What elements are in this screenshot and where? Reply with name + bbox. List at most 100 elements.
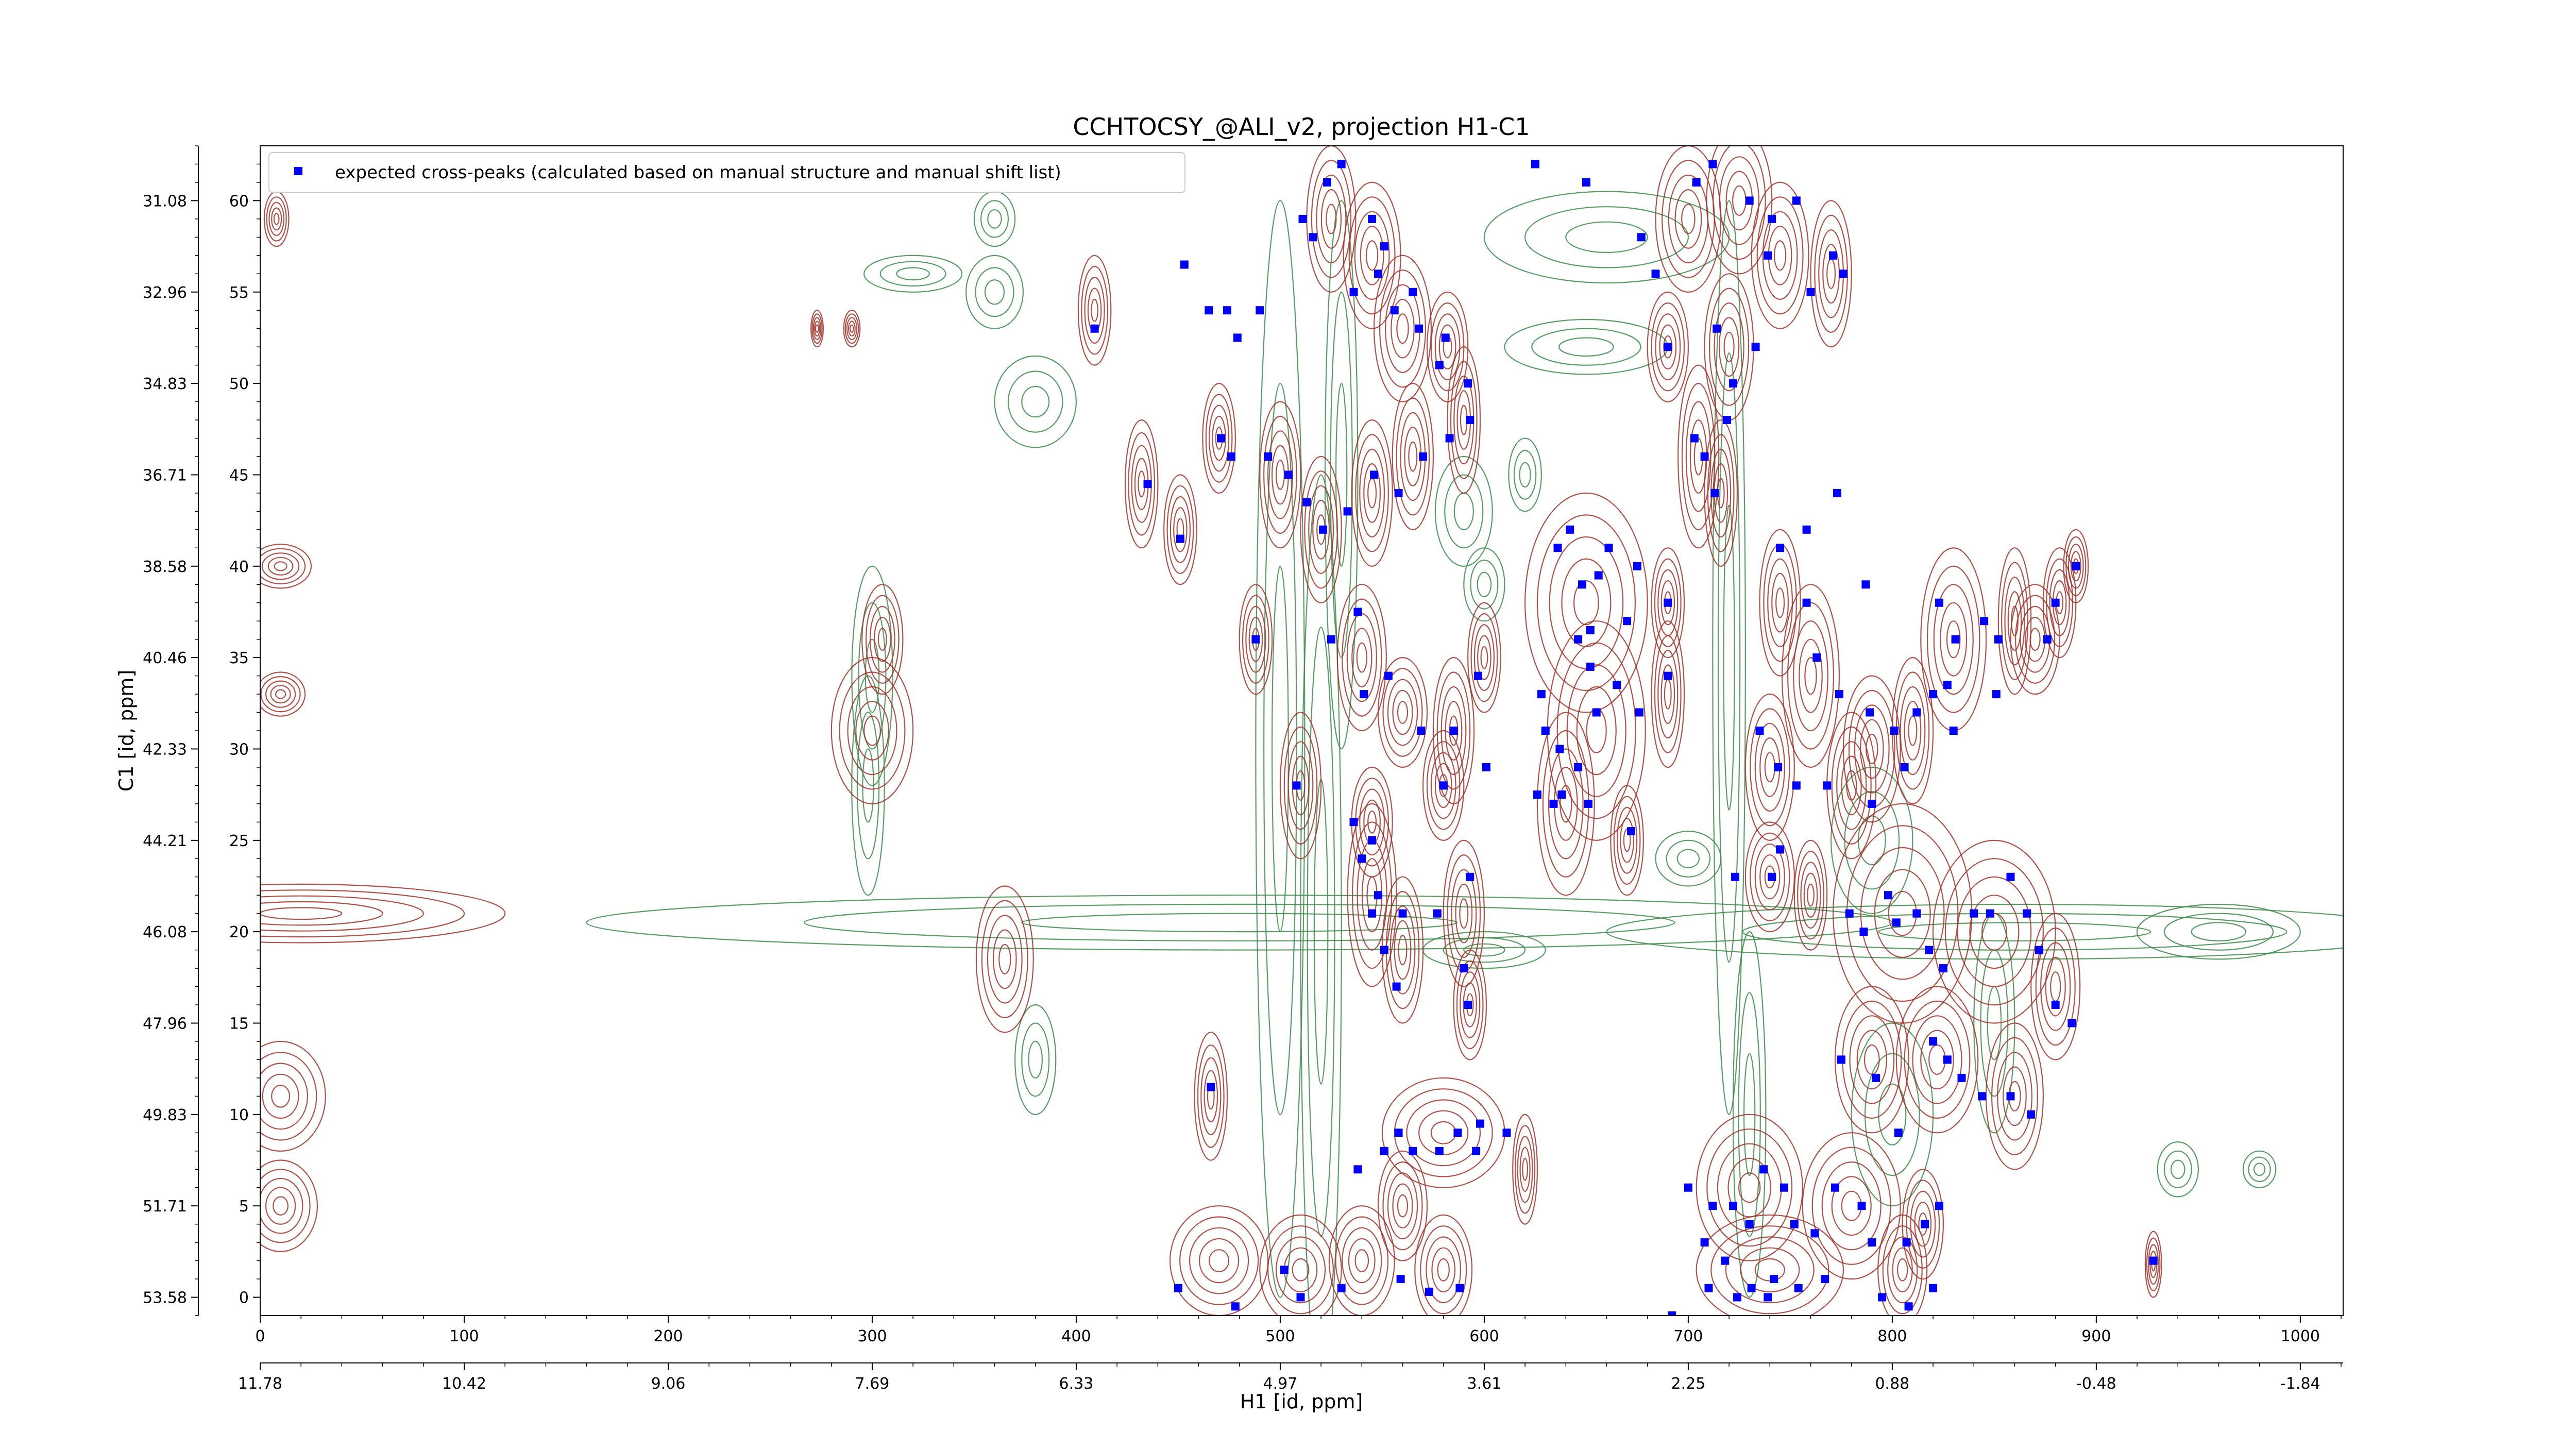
positive-contour-level	[1536, 514, 1636, 692]
positive-contour-level	[1406, 1099, 1481, 1167]
expected-peak-marker	[1223, 306, 1231, 315]
positive-contour-level	[1342, 598, 1382, 717]
positive-contour-level	[1744, 821, 1795, 933]
expected-peak-marker	[1557, 790, 1566, 799]
expected-peak-marker	[1792, 781, 1801, 790]
positive-contour-level	[1804, 656, 1817, 695]
negative-contour-level	[1565, 221, 1648, 253]
positive-contour-level	[1091, 298, 1099, 322]
expected-peak-marker	[1835, 690, 1843, 699]
expected-peak-marker	[1574, 635, 1583, 644]
positive-contour-level	[812, 317, 822, 341]
expected-peak-marker	[1802, 525, 1811, 534]
positive-contour-level	[1420, 1225, 1467, 1315]
expected-peak-marker	[1284, 470, 1293, 479]
positive-contour-level	[1470, 613, 1498, 702]
expected-peak-marker	[1690, 434, 1699, 443]
negative-contour-4	[851, 675, 885, 896]
positive-contour-level	[1426, 1236, 1462, 1304]
positive-contour-level	[2011, 605, 2019, 636]
positive-contour-level	[1717, 1143, 1782, 1232]
positive-contour-level	[260, 895, 424, 932]
positive-contour-level	[1674, 189, 1702, 249]
positive-contour-level	[1888, 890, 1917, 936]
positive-contour-level	[1723, 331, 1735, 362]
positive-contour-level	[2050, 971, 2061, 1002]
positive-contour-level	[260, 544, 312, 589]
expected-peak-marker	[1394, 488, 1403, 497]
positive-contour-level	[2010, 584, 2060, 695]
expected-peak-marker	[1613, 681, 1621, 689]
expected-peak-marker	[1949, 727, 1958, 735]
negative-contour-level	[2242, 1150, 2277, 1188]
positive-contour-level	[1522, 1157, 1529, 1181]
y-point-tick-label: 5	[239, 1198, 249, 1216]
positive-contour-level	[1710, 1225, 1829, 1315]
positive-contour-level	[1279, 712, 1322, 860]
positive-contour-level	[1547, 620, 1646, 841]
positive-contour-level	[1560, 785, 1572, 823]
negative-contour-level	[1470, 559, 1499, 610]
negative-contour-level	[1851, 1022, 1934, 1207]
expected-peak-marker	[1904, 1302, 1913, 1311]
positive-contour-level	[1696, 1114, 1803, 1261]
chart-title: CCHTOCSY_@ALI_v2, projection H1-C1	[1073, 113, 1530, 141]
expected-peak-marker	[1476, 1119, 1484, 1128]
expected-peak-marker	[1227, 452, 1235, 461]
positive-contour-40	[1170, 1205, 1269, 1316]
expected-peak-marker	[1374, 269, 1382, 278]
positive-contour-level	[1826, 258, 1836, 289]
positive-contour-level	[1944, 858, 2044, 1006]
positive-contour-level	[1768, 225, 1792, 285]
positive-contour-level	[1657, 649, 1679, 739]
positive-contour-level	[1354, 211, 1390, 300]
expected-peak-marker	[1704, 1284, 1713, 1292]
positive-contour-level	[1799, 638, 1823, 713]
expected-peak-marker	[1415, 324, 1423, 333]
positive-contour-level	[2148, 1244, 2159, 1285]
negative-contour-level	[1444, 474, 1484, 549]
expected-peak-marker	[1533, 790, 1541, 799]
expected-peak-marker	[1861, 580, 1870, 589]
positive-contour-level	[1895, 986, 1979, 1134]
positive-contour-level	[1713, 146, 1766, 260]
expected-peak-marker	[1368, 214, 1377, 223]
expected-peak-marker	[1700, 1238, 1709, 1247]
positive-contour-67	[2042, 547, 2077, 659]
x-point-tick-label: 400	[1061, 1327, 1091, 1345]
expected-peak-marker	[2023, 909, 2031, 918]
x-point-tick-label: 1000	[2281, 1327, 2320, 1345]
positive-contour-level	[1548, 748, 1584, 860]
expected-peak-marker	[1349, 818, 1358, 827]
expected-peak-marker	[1292, 781, 1301, 790]
expected-peak-marker	[1353, 608, 1362, 616]
negative-contour-0	[586, 895, 1893, 951]
expected-peak-marker	[1723, 416, 1732, 424]
expected-peak-marker	[1831, 1183, 1839, 1192]
expected-peak-marker	[1392, 982, 1401, 991]
positive-contour-level	[1856, 1030, 1887, 1090]
negative-contour-level	[856, 712, 880, 860]
positive-contour-level	[1732, 185, 1747, 216]
plot-frame	[260, 145, 2344, 1316]
y-point-tick-label: 25	[229, 832, 249, 850]
positive-contour-level	[2007, 591, 2022, 651]
negative-contour-16	[1851, 1022, 1934, 1207]
expected-peak-marker	[1978, 1092, 1987, 1101]
positive-contour-level	[260, 1063, 308, 1130]
positive-contour-level	[1841, 755, 1862, 816]
positive-contour-level	[1292, 1258, 1310, 1282]
positive-contour-level	[1389, 905, 1416, 995]
positive-contour-level	[1554, 766, 1578, 841]
positive-contour-level	[1396, 313, 1409, 344]
positive-contour-level	[1759, 529, 1801, 677]
negative-contour-level	[987, 209, 1002, 229]
expected-peak-marker	[1745, 1220, 1754, 1228]
negative-contour-level	[1313, 779, 1329, 1085]
y-ppm-tick-label: 31.08	[143, 192, 187, 210]
contour-layer	[260, 146, 2343, 1316]
positive-contour-level	[260, 676, 301, 713]
negative-contour-level	[1717, 352, 1741, 963]
positive-contour-level	[1163, 474, 1197, 585]
positive-contour-level	[1756, 196, 1804, 315]
